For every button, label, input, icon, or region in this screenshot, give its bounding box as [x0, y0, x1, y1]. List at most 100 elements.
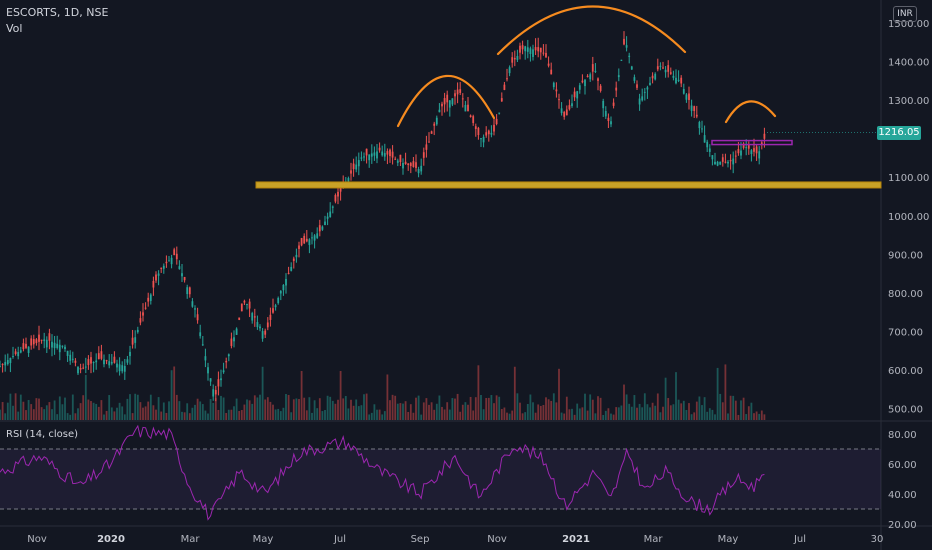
candle-body: [334, 195, 337, 202]
candle-body: [204, 356, 207, 361]
candle-body: [456, 89, 459, 95]
volume-bar: [688, 403, 690, 420]
candle-body: [586, 75, 589, 77]
volume-bar: [425, 398, 428, 420]
price-tick-label: 1100.00: [888, 173, 929, 184]
volume-bar: [66, 413, 69, 420]
candle-body: [230, 338, 233, 346]
candle-body: [682, 88, 685, 94]
volume-bar: [30, 404, 33, 420]
volume-bar: [355, 399, 358, 420]
volume-bar: [230, 409, 233, 420]
volume-label[interactable]: Vol: [6, 22, 23, 35]
volume-bar: [97, 406, 100, 420]
candle-body: [677, 79, 680, 81]
candle-body: [4, 362, 7, 366]
candle-body: [711, 155, 714, 160]
volume-bar: [623, 384, 625, 420]
volume-bar: [321, 411, 324, 420]
volume-bar: [573, 414, 576, 420]
volume-bar: [326, 395, 329, 420]
candle-body: [716, 161, 719, 166]
symbol-title[interactable]: ESCORTS, 1D, NSE: [6, 6, 109, 19]
volume-bar: [763, 414, 766, 420]
volume-bar: [628, 403, 631, 420]
candle-body: [233, 337, 235, 342]
volume-bar: [662, 406, 664, 420]
head-arc: [496, 5, 687, 56]
candle-body: [149, 294, 152, 301]
candle-body: [604, 110, 607, 117]
candle-body: [534, 47, 537, 51]
volume-bar: [209, 399, 212, 420]
volume-bar: [539, 405, 542, 420]
volume-bar: [394, 395, 397, 420]
candle-body: [51, 341, 53, 348]
candle-body: [649, 82, 651, 85]
candle-body: [620, 59, 623, 61]
candle-body: [459, 89, 462, 93]
candle-body: [56, 343, 59, 348]
candle-body: [628, 55, 631, 58]
volume-bar: [617, 407, 620, 420]
volume-bar: [108, 395, 111, 420]
time-tick-label: May: [253, 534, 274, 545]
candle-body: [178, 266, 181, 270]
volume-bar: [519, 402, 521, 420]
volume-bar: [755, 411, 758, 420]
volume-bar: [568, 409, 571, 420]
volume-bar: [118, 402, 121, 420]
volume-bar: [308, 397, 311, 420]
rsi-label[interactable]: RSI (14, close): [6, 429, 79, 440]
candle-body: [407, 163, 410, 165]
volume-bar: [173, 366, 176, 420]
time-tick-label: 2020: [97, 534, 125, 545]
candle-body: [355, 164, 358, 170]
candle-body: [435, 117, 438, 125]
candle-body: [194, 308, 196, 310]
candle-body: [269, 314, 272, 320]
candle-body: [732, 158, 735, 165]
axes: 500.00 600.00 700.00 800.00 900.00 1000.00 110…: [27, 19, 929, 545]
currency-badge[interactable]: INR: [893, 6, 917, 22]
candle-body: [558, 99, 560, 101]
volume-bar: [446, 402, 449, 420]
volume-bar: [227, 409, 230, 420]
volume-bar: [191, 407, 194, 420]
volume-bar: [487, 397, 490, 420]
volume-bar: [399, 403, 402, 420]
candle-body: [357, 160, 360, 167]
volume-bar: [27, 400, 30, 420]
candle-body: [529, 48, 532, 54]
candle-body: [225, 360, 228, 363]
candle-body: [165, 261, 168, 264]
candle-body: [669, 72, 672, 74]
candle-body: [147, 297, 150, 302]
volume-bar: [693, 412, 696, 420]
volume-bar: [511, 410, 514, 420]
candle-body: [467, 104, 469, 111]
volume-bar: [337, 399, 339, 420]
volume-bar: [612, 414, 615, 420]
candle-body: [740, 150, 742, 156]
volume-bar: [220, 395, 222, 420]
candle-body: [196, 314, 199, 321]
candle-body: [100, 351, 103, 359]
volume-bar: [365, 393, 368, 420]
volume-bar: [407, 411, 410, 420]
volume-bar: [248, 400, 251, 420]
volume-bar: [370, 412, 373, 420]
volume-bar: [253, 395, 256, 420]
candle-body: [43, 339, 46, 342]
volume-bar: [238, 410, 241, 420]
volume-bar: [654, 405, 657, 420]
candle-body: [753, 148, 755, 152]
volume-bar: [126, 398, 129, 420]
candle-body: [368, 154, 371, 161]
volume-bar: [201, 404, 204, 420]
volume-bar: [84, 374, 87, 420]
volume-bar: [272, 404, 274, 420]
volume-bar: [376, 409, 378, 420]
volume-bar: [277, 408, 280, 420]
volume-bar: [698, 396, 701, 420]
